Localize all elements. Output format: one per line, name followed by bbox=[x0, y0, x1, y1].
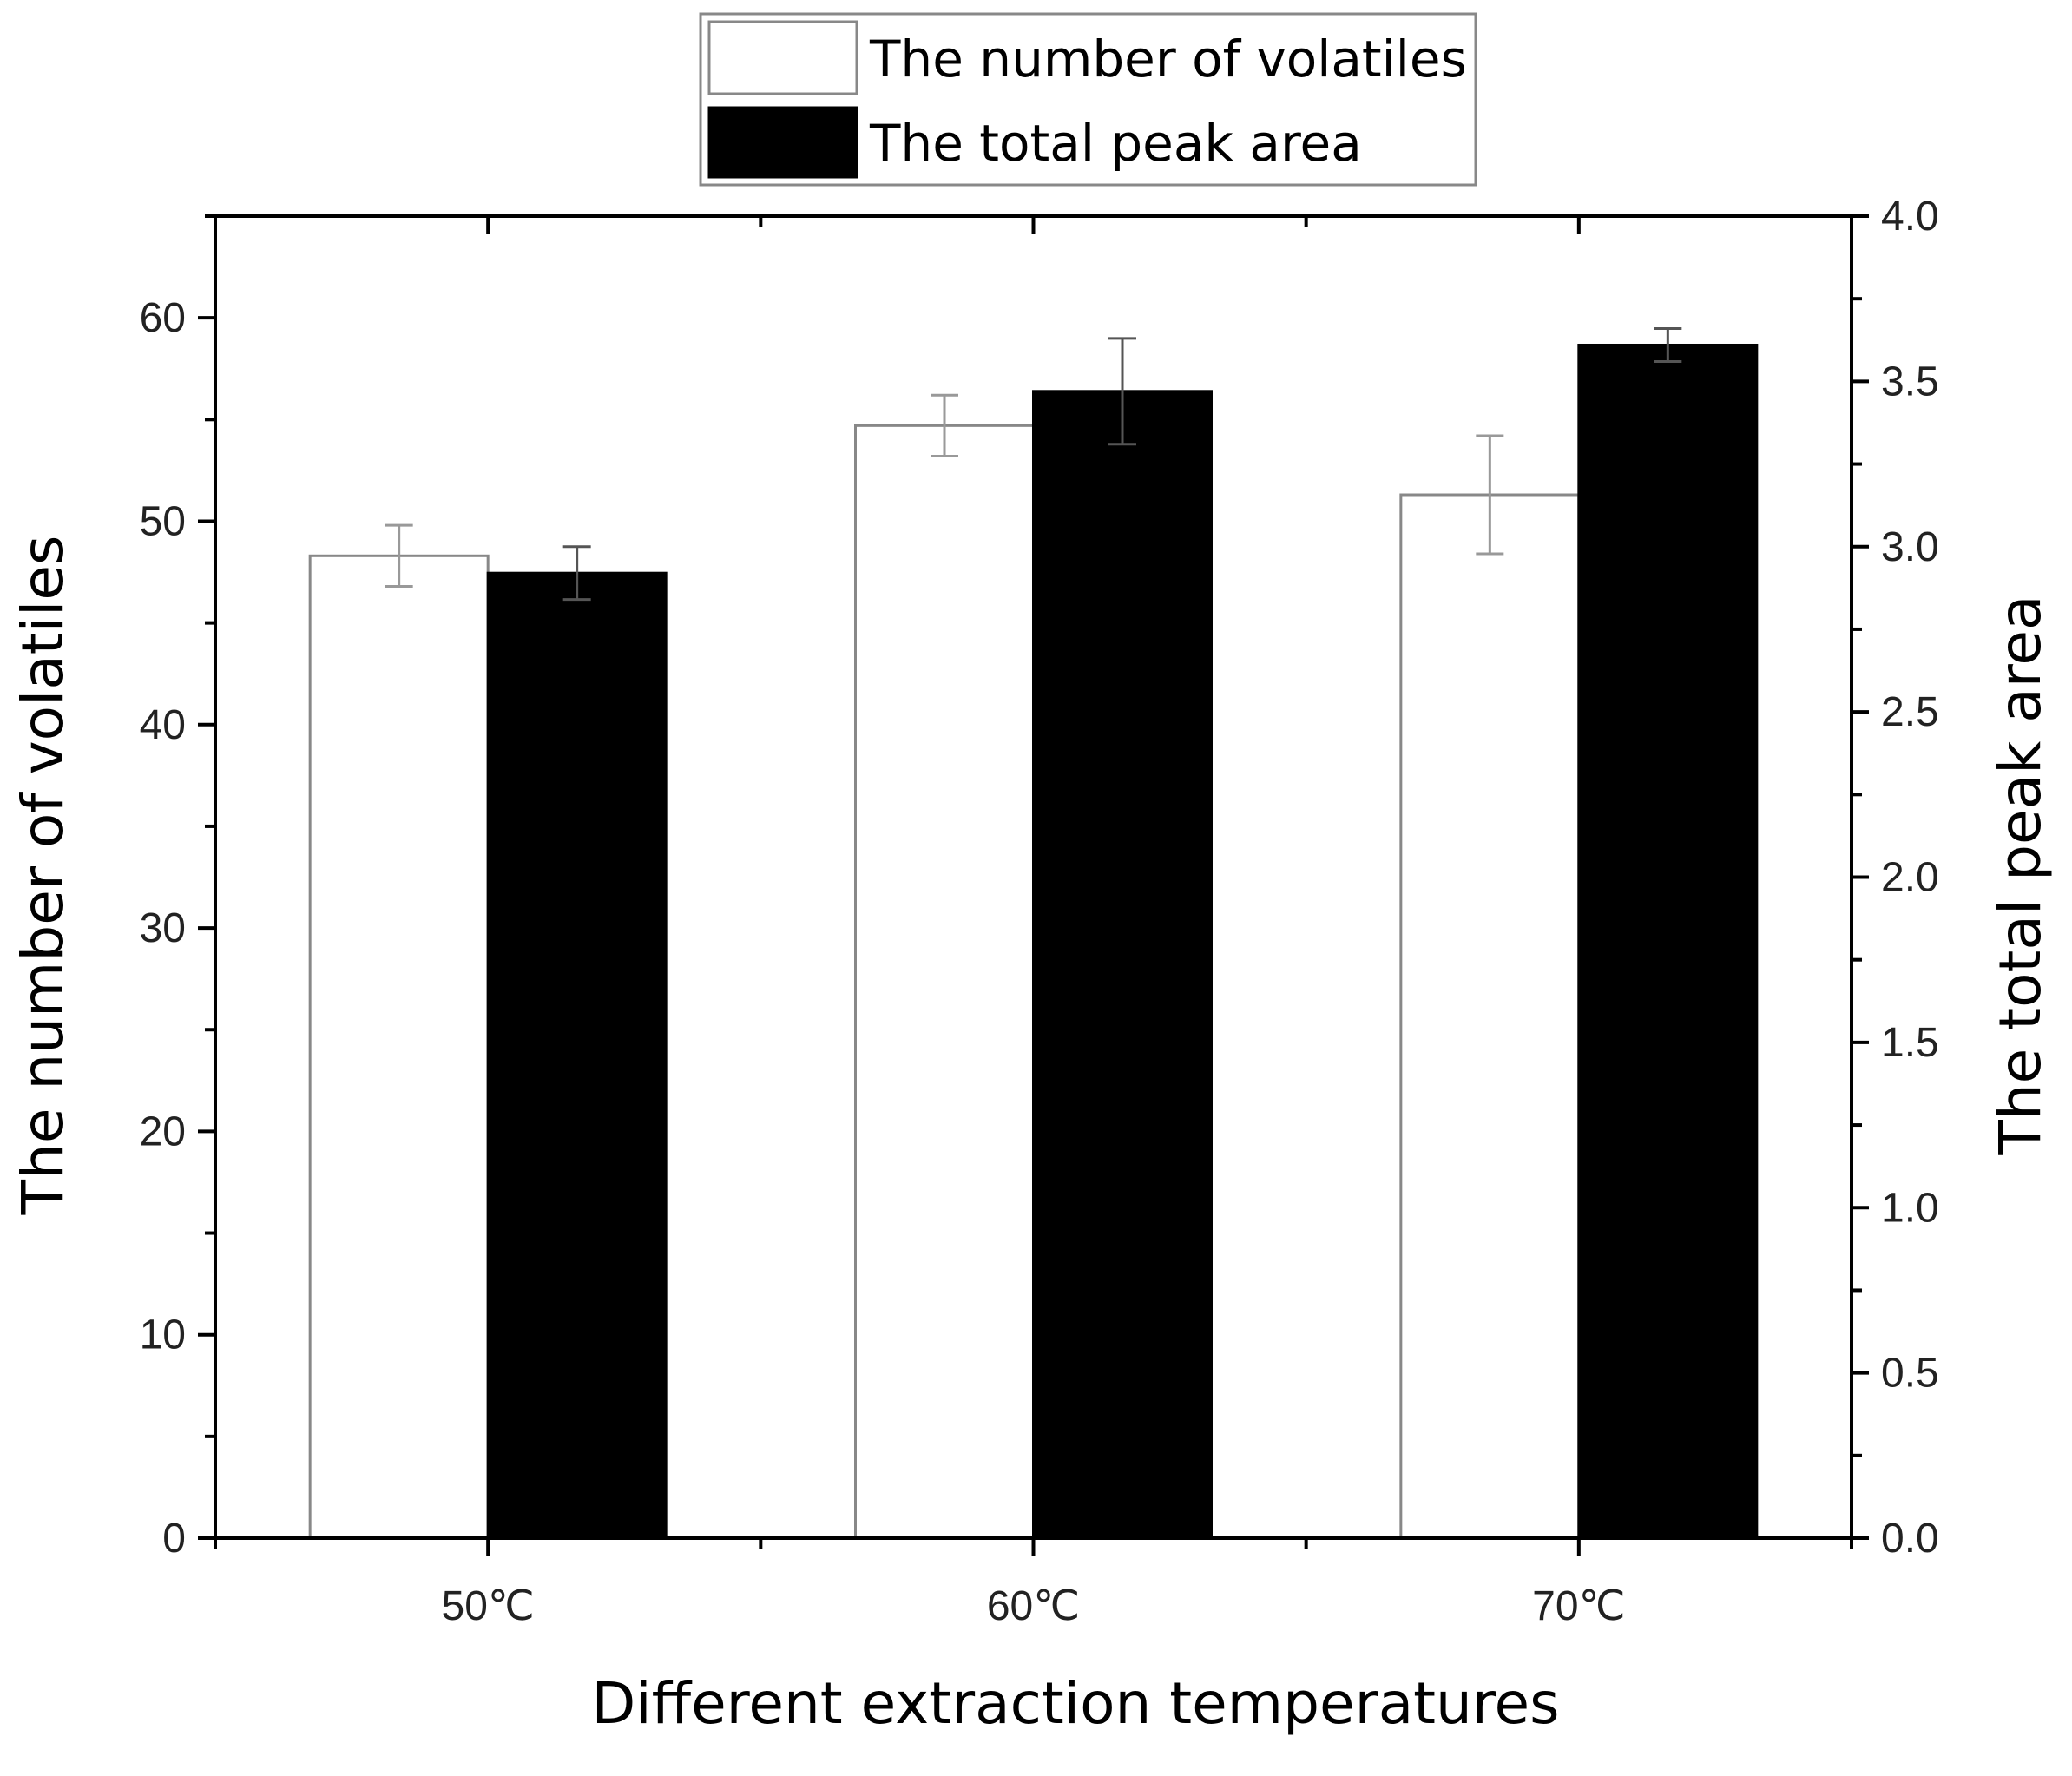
legend-label-peak-area: The total peak area bbox=[869, 114, 1362, 173]
y2-tick-label: 0.5 bbox=[1881, 1351, 1939, 1397]
y-tick-label: 60 bbox=[140, 295, 186, 341]
error-bar-peak-area-2 bbox=[1654, 326, 1682, 364]
y2-tick-label: 3.0 bbox=[1881, 524, 1939, 570]
bars-layer bbox=[308, 343, 1759, 1540]
bar-volatiles-2 bbox=[1399, 493, 1581, 1540]
bar-peak-area-1 bbox=[1032, 390, 1213, 1540]
error-bar-peak-area-0 bbox=[562, 545, 591, 602]
ticks-layer: 0 10 20 30 40 50 60 0.0 0.5 1.0 1.5 2.0 2.5 3.0 3.5 4.0… bbox=[140, 194, 1939, 1629]
y-tick-label: 50 bbox=[140, 498, 186, 544]
y-tick-label: 10 bbox=[140, 1312, 186, 1358]
bar-peak-area-0 bbox=[486, 571, 668, 1540]
legend-label-volatiles: The number of volatiles bbox=[869, 30, 1467, 89]
legend: The number of volatiles The total peak a… bbox=[699, 12, 1477, 187]
bar-peak-area-2 bbox=[1577, 343, 1759, 1540]
x-axis-title: Different extraction temperatures bbox=[591, 1670, 1559, 1737]
error-bar-volatiles-2 bbox=[1476, 434, 1504, 556]
y-tick-label: 40 bbox=[140, 702, 186, 748]
y-tick-label: 0 bbox=[162, 1516, 186, 1562]
y2-tick-label: 2.5 bbox=[1881, 689, 1939, 735]
y-tick-label: 30 bbox=[140, 905, 186, 951]
y2-tick-label: 1.0 bbox=[1881, 1185, 1939, 1231]
y-axis-title: The number of volatiles bbox=[10, 536, 76, 1216]
error-bars-layer bbox=[385, 326, 1682, 602]
y2-tick-label: 1.5 bbox=[1881, 1020, 1939, 1066]
error-bar-peak-area-1 bbox=[1108, 337, 1136, 446]
y2-tick-label: 2.0 bbox=[1881, 855, 1939, 901]
y2-tick-label: 3.5 bbox=[1881, 358, 1939, 405]
x-tick-label: 60℃ bbox=[987, 1583, 1080, 1629]
bar-volatiles-1 bbox=[854, 424, 1035, 1540]
y2-tick-label: 4.0 bbox=[1881, 194, 1939, 240]
y-tick-label: 20 bbox=[140, 1108, 186, 1154]
x-tick-label: 70℃ bbox=[1532, 1583, 1625, 1629]
y2-axis-title: The total peak area bbox=[1987, 595, 2054, 1156]
bar-volatiles-0 bbox=[308, 554, 490, 1540]
error-bar-volatiles-1 bbox=[931, 393, 958, 457]
legend-swatch-peak-area bbox=[707, 106, 858, 179]
error-bar-volatiles-0 bbox=[385, 523, 413, 588]
y2-tick-label: 0.0 bbox=[1881, 1516, 1939, 1562]
legend-swatch-volatiles bbox=[707, 20, 858, 95]
x-tick-label: 50℃ bbox=[442, 1583, 535, 1629]
